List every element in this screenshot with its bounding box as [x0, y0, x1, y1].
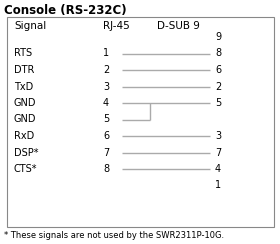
- Text: * These signals are not used by the SWR2311P-10G.: * These signals are not used by the SWR2…: [4, 231, 224, 240]
- Text: 7: 7: [215, 148, 221, 157]
- Text: Console (RS-232C): Console (RS-232C): [4, 4, 127, 17]
- Text: 2: 2: [215, 81, 221, 92]
- Text: Signal: Signal: [14, 21, 46, 31]
- Text: DSP*: DSP*: [14, 148, 38, 157]
- Text: CTS*: CTS*: [14, 164, 38, 174]
- Text: 1: 1: [103, 49, 109, 59]
- Text: 4: 4: [215, 164, 221, 174]
- Text: 1: 1: [215, 181, 221, 191]
- Text: 5: 5: [215, 98, 221, 108]
- Text: 4: 4: [103, 98, 109, 108]
- Text: 3: 3: [103, 81, 109, 92]
- Text: 5: 5: [103, 114, 109, 124]
- Text: RxD: RxD: [14, 131, 34, 141]
- Text: GND: GND: [14, 114, 36, 124]
- Text: 8: 8: [215, 49, 221, 59]
- Text: 2: 2: [103, 65, 109, 75]
- Text: D-SUB 9: D-SUB 9: [157, 21, 200, 31]
- Text: GND: GND: [14, 98, 36, 108]
- Text: 8: 8: [103, 164, 109, 174]
- Text: RJ-45: RJ-45: [103, 21, 130, 31]
- Text: RTS: RTS: [14, 49, 32, 59]
- Text: 7: 7: [103, 148, 109, 157]
- Bar: [7, 17, 274, 227]
- Text: DTR: DTR: [14, 65, 34, 75]
- Text: 6: 6: [215, 65, 221, 75]
- Text: TxD: TxD: [14, 81, 33, 92]
- Text: 3: 3: [215, 131, 221, 141]
- Text: 6: 6: [103, 131, 109, 141]
- Text: 9: 9: [215, 32, 221, 42]
